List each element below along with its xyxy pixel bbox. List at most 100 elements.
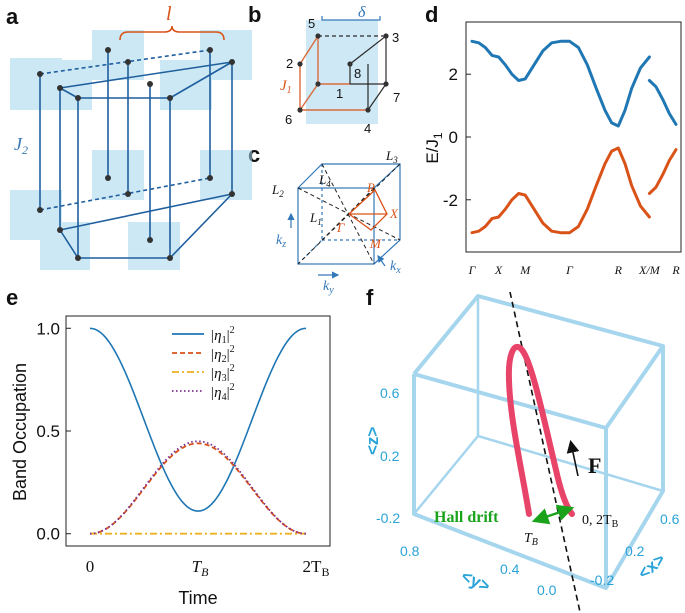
f-y-axis-label: <y> <box>458 566 493 596</box>
f-ztick-1: 0.2 <box>380 448 400 464</box>
panel-label-e: e <box>6 285 18 310</box>
f-tb-main: T <box>524 531 533 546</box>
kx-main: k <box>390 259 397 274</box>
panel-a-lattice: l J2 <box>10 3 252 270</box>
legend-label-bar: | <box>227 385 230 401</box>
chart-e-xticks: 0 TB 2TB <box>86 557 330 579</box>
xtick-2TB: 2TB <box>303 557 330 579</box>
f-force-arrow <box>566 439 580 477</box>
bz-x-label: X <box>389 206 399 221</box>
kz-sub: z <box>281 239 286 250</box>
L1-sub: 1 <box>317 217 322 227</box>
legend-label-bar: | <box>227 366 230 382</box>
site-label-2: 2 <box>286 56 293 71</box>
f-end-sub: B <box>612 519 619 530</box>
L4-label: L4 <box>318 172 331 189</box>
panel-label-b: b <box>248 2 261 27</box>
L4-main: L <box>318 172 326 187</box>
bz-r-label: R <box>366 180 375 195</box>
L3-sub: 3 <box>392 155 398 165</box>
legend-label-sub: 4 <box>222 392 227 403</box>
L2-sub: 2 <box>279 189 284 199</box>
kz-label: kz <box>276 233 286 250</box>
unit-cell-sites <box>297 33 389 113</box>
L1-main: L <box>309 210 317 225</box>
f-tb-label: TB <box>524 531 538 548</box>
lattice-spacing-label: l <box>166 3 172 25</box>
delta-bracket <box>321 16 381 21</box>
site-label-8: 8 <box>354 66 361 81</box>
legend-label-bar: | <box>227 347 230 363</box>
f-force-label: F <box>588 453 601 478</box>
f-xtick-1: 0.2 <box>625 543 645 559</box>
xtick-2TB-main: 2T <box>303 557 323 576</box>
chart-e-ytick-label: 0.5 <box>36 422 60 441</box>
bz-gamma-label: Γ <box>336 220 345 235</box>
legend-label-sup: 2 <box>230 363 235 374</box>
label-j1: J1 <box>280 78 292 96</box>
panel-label-a: a <box>6 4 19 29</box>
chart-d-xtick-label: R <box>671 263 680 277</box>
L3-main: L <box>385 148 393 163</box>
L2-main: L <box>271 182 279 197</box>
chart-d-series-line <box>470 39 651 128</box>
legend-label-sup: 2 <box>230 344 235 355</box>
chart-d-ylabel: E/J1 <box>423 132 445 164</box>
panel-d-band-structure: E/J1 2 0 -2 Γ X M Γ R X/M R <box>423 21 682 277</box>
panel-label-f: f <box>366 285 374 310</box>
f-end-label: 0, 2TB <box>582 513 619 530</box>
kx-sub: x <box>395 265 401 276</box>
xtick-TB: TB <box>192 557 209 579</box>
f-tb-sub: B <box>532 537 538 548</box>
lattice-spacing-brace <box>119 25 225 41</box>
kx-label: kx <box>390 259 401 276</box>
chart-e-series-line <box>89 442 307 535</box>
f-ytick-0: 0.8 <box>400 543 420 559</box>
panel-b-unit-cell: 1 2 3 4 5 6 7 8 δ J1 <box>280 4 400 136</box>
legend-label: |η2|2 <box>210 344 235 365</box>
bz-path <box>348 188 388 231</box>
f-trajectory-curve <box>505 343 575 517</box>
f-ztick-2: -0.2 <box>376 510 400 526</box>
k-axis-labels: kz ky kx <box>276 233 401 296</box>
chart-d-ylabel-sub: 1 <box>431 132 445 139</box>
unit-cell-bonds-dark <box>318 35 387 111</box>
legend-label-main: |η <box>210 347 222 363</box>
chart-d-xtick-label: Γ <box>468 263 477 277</box>
L3-label: L3 <box>385 148 398 165</box>
legend-label-sub: 2 <box>222 354 227 365</box>
f-end-main: 0, 2T <box>582 513 612 528</box>
site-label-1: 1 <box>336 86 343 101</box>
label-j2-sub: 2 <box>22 143 28 157</box>
f-cube <box>412 294 665 590</box>
f-xtick-2: -0.2 <box>590 572 614 588</box>
label-j1-sub: 1 <box>287 85 292 96</box>
label-j2: J2 <box>14 134 28 157</box>
site-label-5: 5 <box>308 16 315 31</box>
chart-d-xtick-label: X/M <box>638 263 661 277</box>
ky-main: k <box>323 279 330 294</box>
f-tick-labels: 0.6 0.2 -0.2 0.6 0.2 -0.2 0.8 0.4 0.0 <box>376 385 680 598</box>
legend-label-main: |η <box>210 328 222 344</box>
chart-d-xtick-label: M <box>519 263 531 277</box>
chart-d-series-line <box>647 79 678 126</box>
lattice-sites <box>37 47 235 261</box>
legend-label-sup: 2 <box>230 325 235 336</box>
k-axis-arrows <box>287 212 386 279</box>
panel-e-band-occupation: Band Occupation Time 0 TB 2TB |η1|2|η2|2… <box>10 315 331 608</box>
f-ztick-0: 0.6 <box>380 385 400 401</box>
f-z-axis-label: <z> <box>363 427 382 455</box>
f-axis-line <box>509 291 581 613</box>
f-hall-drift-arrow <box>531 504 575 525</box>
L4-sub: 4 <box>326 179 331 189</box>
chart-e-legend: |η1|2|η2|2|η3|2|η4|2 <box>172 325 235 403</box>
chart-d-ylabel-main: E/J <box>423 139 442 164</box>
chart-d-xtick-label: X <box>494 263 503 277</box>
site-label-6: 6 <box>285 112 292 127</box>
panel-c-brillouin-zone: Γ R X M L4 L3 L2 L1 kz ky kx <box>271 148 401 296</box>
xtick-TB-main: T <box>192 557 203 576</box>
panel-label-d: d <box>425 2 438 27</box>
site-label-4: 4 <box>364 121 371 136</box>
chart-e-ytick-label: 0.0 <box>36 525 60 544</box>
